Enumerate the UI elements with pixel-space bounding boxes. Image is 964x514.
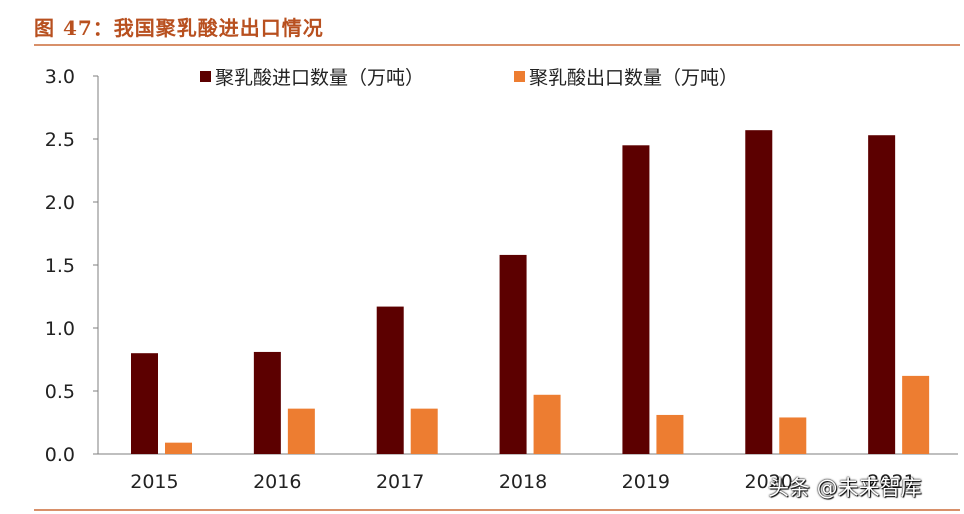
y-tick-label: 0.5 bbox=[45, 381, 75, 403]
x-tick-label: 2016 bbox=[253, 471, 301, 493]
export-bar bbox=[410, 408, 438, 454]
x-tick-label: 2021 bbox=[867, 471, 915, 493]
title-divider bbox=[34, 44, 960, 46]
export-bar bbox=[287, 408, 315, 454]
legend-swatch bbox=[200, 71, 211, 82]
import-bar bbox=[376, 306, 404, 454]
legend-label: 聚乳酸进口数量（万吨） bbox=[215, 67, 424, 89]
watermark: 头条 @未来智库 bbox=[768, 476, 922, 500]
legend-label: 聚乳酸出口数量（万吨） bbox=[529, 67, 738, 89]
x-tick-label: 2019 bbox=[622, 471, 670, 493]
import-bar bbox=[622, 145, 650, 455]
x-tick-label: 2015 bbox=[130, 471, 178, 493]
x-tick-label: 2018 bbox=[499, 471, 547, 493]
import-bar bbox=[499, 254, 527, 454]
export-bar bbox=[779, 417, 807, 454]
y-tick-label: 0.0 bbox=[45, 444, 75, 466]
export-bar bbox=[165, 442, 192, 454]
x-tick-label: 2017 bbox=[376, 471, 424, 493]
import-bar bbox=[868, 135, 896, 454]
import-bar bbox=[131, 353, 158, 454]
figure-title: 图 47：我国聚乳酸进出口情况 bbox=[34, 16, 324, 40]
export-bar bbox=[533, 394, 561, 454]
x-tick-label: 2020 bbox=[745, 471, 793, 493]
y-tick-label: 2.5 bbox=[45, 129, 75, 151]
export-bar bbox=[656, 414, 684, 454]
import-bar bbox=[253, 351, 281, 454]
bottom-divider bbox=[34, 509, 960, 511]
y-tick-label: 1.0 bbox=[45, 318, 75, 340]
export-bar bbox=[902, 375, 930, 454]
legend-swatch bbox=[514, 71, 525, 82]
y-tick-label: 1.5 bbox=[45, 255, 75, 277]
import-bar bbox=[745, 130, 773, 454]
y-tick-label: 2.0 bbox=[45, 192, 75, 214]
y-tick-label: 3.0 bbox=[45, 66, 75, 88]
